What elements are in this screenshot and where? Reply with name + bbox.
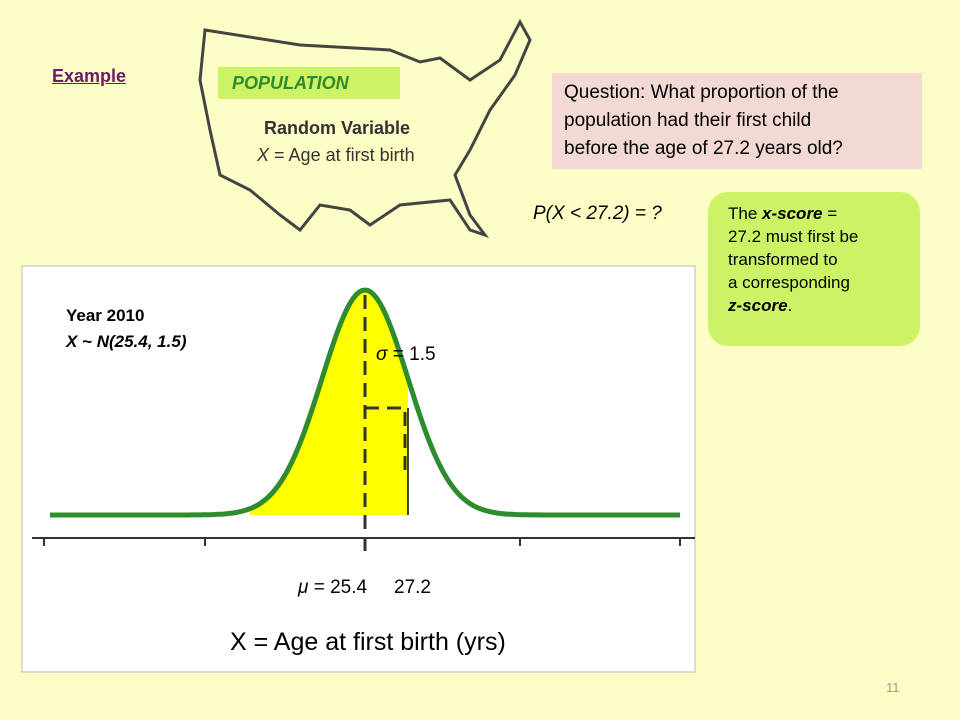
note-text: =	[827, 204, 838, 223]
page-number: 11	[886, 680, 900, 695]
question-box: Question: What proportion of the populat…	[552, 73, 922, 169]
example-link[interactable]: Example	[52, 66, 127, 86]
variable-symbol: X	[257, 145, 270, 165]
note-text: 27.2 must first be	[728, 227, 859, 246]
note-text: transformed to	[728, 250, 838, 269]
graph-model: X ~ N(25.4, 1.5)	[66, 332, 187, 351]
sigma-label: σ = 1.5	[376, 344, 436, 366]
axis-label: X = Age at first birth (yrs)	[230, 628, 506, 656]
note-box: The x-score = 27.2 must first be transfo…	[708, 192, 920, 346]
badge-bg	[218, 67, 400, 99]
note-text: The	[728, 204, 758, 223]
note-text: a corresponding	[728, 273, 850, 292]
sigma-text: = 1.5	[392, 344, 436, 365]
note-term: z-score	[728, 296, 788, 315]
probability: P(X < 27.2) = ?	[533, 203, 662, 224]
question-line: population had their first child	[564, 110, 812, 131]
axis-ticks	[43, 538, 681, 550]
variable-def: = Age at first birth	[274, 145, 415, 165]
mu-text: = 25.4	[313, 577, 368, 598]
shaded-area	[250, 290, 408, 515]
normal-curve	[50, 287, 680, 518]
note-term: x-score	[762, 204, 823, 223]
sigma-symbol: σ	[376, 344, 388, 365]
variable-definition: X = Age at first birth	[257, 145, 415, 166]
population-badge: POPULATION	[232, 73, 349, 93]
mu-symbol: μ	[298, 577, 309, 598]
question-line: before the age of 27.2 years old?	[564, 138, 843, 159]
variable-title: Random Variable	[264, 118, 411, 138]
sigma-line	[365, 406, 407, 470]
x-value-label: 27.2	[394, 577, 431, 598]
mu-label: μ = 25.4	[298, 577, 367, 599]
graph-year: Year 2010	[66, 306, 145, 325]
question-line: Question: What proportion of the	[564, 82, 839, 103]
note-text: .	[787, 296, 793, 315]
